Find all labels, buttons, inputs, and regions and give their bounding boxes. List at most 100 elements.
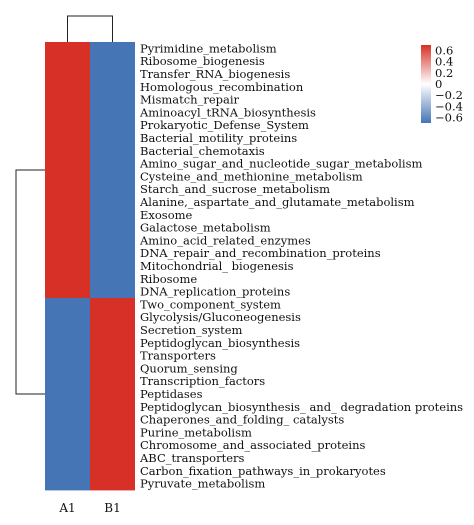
- row-label: Carbon_fixation_pathways_in_prokaryotes: [140, 464, 386, 478]
- row-label: Chaperones_and_folding_ catalysts: [140, 413, 344, 427]
- row-label: Transcription_factors: [140, 374, 265, 388]
- row-labels: Pyrimidine_metabolismRibosome_biogenesis…: [139, 41, 463, 490]
- heatmap-cell: [45, 182, 90, 196]
- heatmap-cell: [90, 336, 135, 350]
- heatmap-cell: [45, 349, 90, 363]
- heatmap-cell: [90, 451, 135, 465]
- heatmap-cell: [45, 106, 90, 120]
- heatmap-cell: [90, 349, 135, 363]
- row-label: Pyruvate_metabolism: [140, 477, 265, 491]
- heatmap-cell: [90, 195, 135, 209]
- legend-tick-label: −0.2: [435, 88, 463, 102]
- legend-tick-label: 0.2: [435, 66, 453, 80]
- row-label: Transporters: [140, 349, 216, 363]
- color-legend: 0.60.40.20−0.2−0.4−0.6: [421, 44, 463, 124]
- row-label: Mismatch_repair: [140, 93, 240, 107]
- heatmap-cell: [45, 362, 90, 376]
- column-dendrogram: [67, 15, 113, 42]
- heatmap-cell: [90, 272, 135, 286]
- row-label: Ribosome_biogenesis: [140, 54, 265, 68]
- heatmap-cell: [45, 413, 90, 427]
- row-label: Transfer_RNA_biogenesis: [140, 67, 290, 81]
- heatmap-cell: [90, 438, 135, 452]
- row-label: Amino_sugar_and_nucleotide_sugar_metabol…: [139, 157, 422, 171]
- heatmap-cell: [45, 451, 90, 465]
- heatmap-cell: [45, 42, 90, 56]
- heatmap-cell: [45, 400, 90, 414]
- row-label: Peptidases: [140, 387, 203, 401]
- row-label: Secretion_system: [140, 323, 243, 337]
- row-label: Bacterial_chemotaxis: [140, 144, 265, 158]
- row-label: Aminoacyl_tRNA_biosynthesis: [139, 105, 316, 119]
- row-label: Starch_and_sucrose_metabolism: [140, 182, 330, 196]
- heatmap-cell: [90, 208, 135, 222]
- row-label: Quorum_sensing: [140, 361, 238, 375]
- row-label: Two_component_system: [140, 297, 281, 311]
- heatmap-cell: [45, 54, 90, 68]
- heatmap-cell: [90, 259, 135, 273]
- row-label: Chromosome_and_associated_proteins: [140, 438, 366, 452]
- heatmap-cell: [45, 234, 90, 248]
- legend-tick-label: 0.4: [435, 55, 453, 69]
- heatmap-cell: [90, 182, 135, 196]
- row-label: Mitochondrial_ biogenesis: [140, 259, 294, 273]
- column-dendrogram-branch: [67, 15, 113, 42]
- heatmap-cell: [90, 413, 135, 427]
- heatmap-cell: [90, 67, 135, 81]
- heatmap-cell: [45, 387, 90, 401]
- row-dendrogram-branch: [15, 169, 45, 395]
- heatmap-cell: [90, 118, 135, 132]
- row-label: Peptidoglycan_biosynthesis_ and_ degrada…: [140, 400, 463, 414]
- heatmap-cell: [45, 298, 90, 312]
- row-label: Alanine,_aspartate_and_glutamate_metabol…: [139, 195, 415, 209]
- heatmap-cell: [45, 93, 90, 107]
- row-label: DNA_repair_and_recombination_proteins: [140, 246, 381, 260]
- heatmap-cell: [90, 400, 135, 414]
- row-label: Ribosome: [140, 272, 197, 286]
- row-label: ABC_transporters: [139, 451, 245, 465]
- row-label: DNA_replication_proteins: [140, 285, 290, 299]
- heatmap-cell: [45, 246, 90, 260]
- heatmap-cell: [45, 438, 90, 452]
- heatmap-cell: [90, 157, 135, 171]
- heatmap-cell: [90, 93, 135, 107]
- legend-tick-label: −0.6: [435, 110, 463, 124]
- row-label: Cysteine_and_methionine_metabolism: [140, 169, 363, 183]
- heatmap-cell: [90, 170, 135, 184]
- heatmap-cell: [90, 285, 135, 299]
- heatmap-cell: [45, 195, 90, 209]
- heatmap-cell: [90, 221, 135, 235]
- row-label: Glycolysis/Gluconeogenesis: [140, 310, 301, 324]
- heatmap-cell: [45, 336, 90, 350]
- row-label: Peptidoglycan_biosynthesis: [140, 336, 300, 350]
- heatmap-cell: [90, 323, 135, 337]
- heatmap-cell: [90, 131, 135, 145]
- row-label: Prokaryotic_Defense_System: [140, 118, 309, 132]
- heatmap-cell: [90, 234, 135, 248]
- heatmap-cell: [90, 387, 135, 401]
- row-label: Bacterial_motility_proteins: [140, 131, 297, 145]
- heatmap-cell: [90, 310, 135, 324]
- heatmap-cell: [45, 170, 90, 184]
- heatmap-cell: [45, 131, 90, 145]
- row-dendrogram: [15, 169, 45, 395]
- heatmap-cell: [90, 42, 135, 56]
- heatmap-cells: [45, 42, 135, 491]
- heatmap-cell: [45, 272, 90, 286]
- heatmap-cell: [90, 426, 135, 440]
- legend-tick-label: 0: [435, 77, 442, 91]
- heatmap-cell: [45, 323, 90, 337]
- color-legend-bar: [421, 45, 431, 123]
- legend-tick-label: −0.4: [435, 99, 463, 113]
- heatmap-cell: [45, 208, 90, 222]
- heatmap-cell: [45, 464, 90, 478]
- heatmap-cell: [45, 310, 90, 324]
- row-label: Exosome: [140, 208, 193, 222]
- heatmap-cell: [90, 362, 135, 376]
- heatmap-cell: [90, 54, 135, 68]
- row-label: Purine_metabolism: [140, 425, 252, 439]
- heatmap-cell: [90, 246, 135, 260]
- column-label: A1: [58, 501, 75, 515]
- heatmap-cell: [45, 67, 90, 81]
- heatmap-cell: [45, 259, 90, 273]
